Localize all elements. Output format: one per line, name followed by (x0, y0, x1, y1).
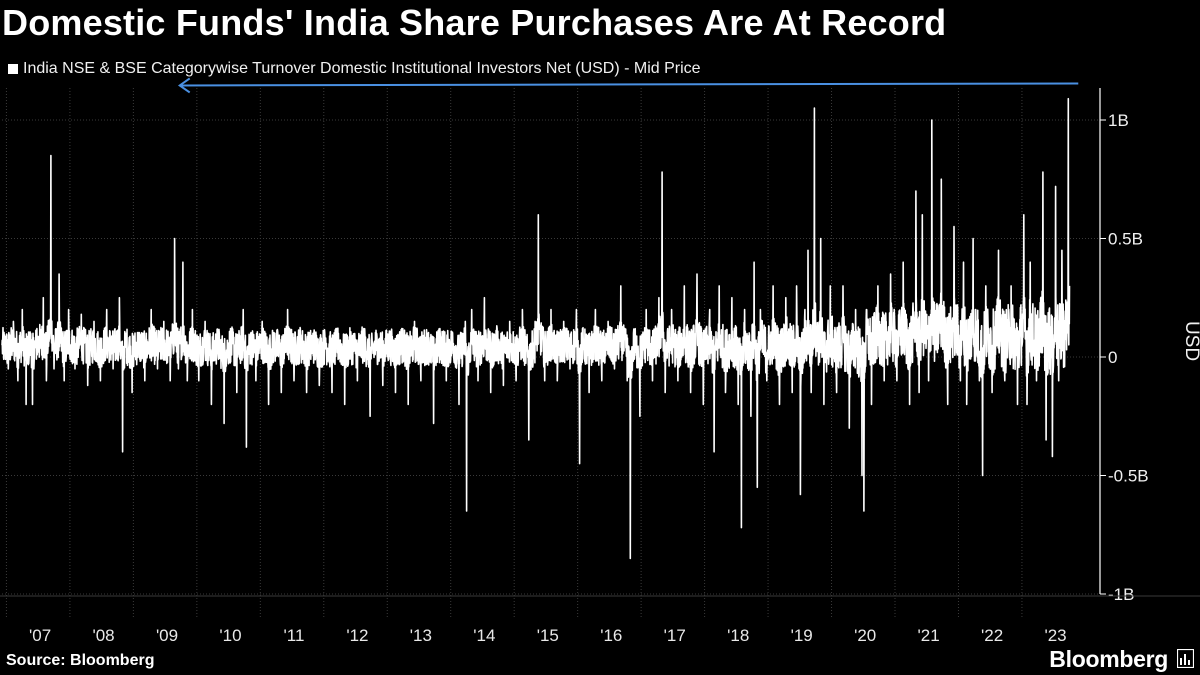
y-tick-label: -0.5B (1108, 466, 1149, 485)
record-arrow-line (179, 82, 1079, 87)
x-tick-label: '10 (219, 626, 241, 645)
x-tick-label: '14 (473, 626, 495, 645)
legend-swatch (8, 64, 18, 74)
x-tick-label: '17 (664, 626, 686, 645)
axes: '07 '08 '09 '10 '11 '12 '13 '14 '15 '16 '17 '18 '19 '… (0, 88, 1200, 645)
y-axis-title: USD (1181, 321, 1200, 361)
chart-title: Domestic Funds' India Share Purchases Ar… (2, 2, 947, 43)
x-tick-label: '21 (918, 626, 940, 645)
x-tick-label: '12 (346, 626, 368, 645)
chart-legend: India NSE & BSE Categorywise Turnover Do… (8, 60, 701, 78)
y-tick-label: 0.5B (1108, 229, 1143, 248)
x-tick-label: '20 (854, 626, 876, 645)
x-tick-label: '18 (727, 626, 749, 645)
record-arrow-head (177, 77, 191, 94)
bloomberg-logo: Bloomberg (1049, 646, 1168, 672)
x-tick-label: '23 (1044, 626, 1066, 645)
x-tick-label: '08 (92, 626, 114, 645)
x-tick-label: '09 (156, 626, 178, 645)
x-tick-label: '07 (29, 626, 51, 645)
series-layer (1, 97, 1071, 560)
x-tick-label: '13 (410, 626, 432, 645)
source-note: Source: Bloomberg (6, 652, 155, 669)
series-line-dii-net (1, 97, 1071, 560)
y-tick-label: 1B (1108, 111, 1129, 130)
legend-label: India NSE & BSE Categorywise Turnover Do… (23, 60, 701, 77)
y-tick-label: 0 (1108, 348, 1117, 367)
x-tick-label: '22 (981, 626, 1003, 645)
x-tick-label: '19 (791, 626, 813, 645)
x-tick-label: '11 (284, 626, 305, 645)
x-tick-label: '16 (600, 626, 622, 645)
annotation-layer (177, 77, 1079, 94)
y-tick-label: -1B (1108, 585, 1134, 604)
bloomberg-terminal-icon (1177, 649, 1194, 668)
x-tick-label: '15 (537, 626, 559, 645)
